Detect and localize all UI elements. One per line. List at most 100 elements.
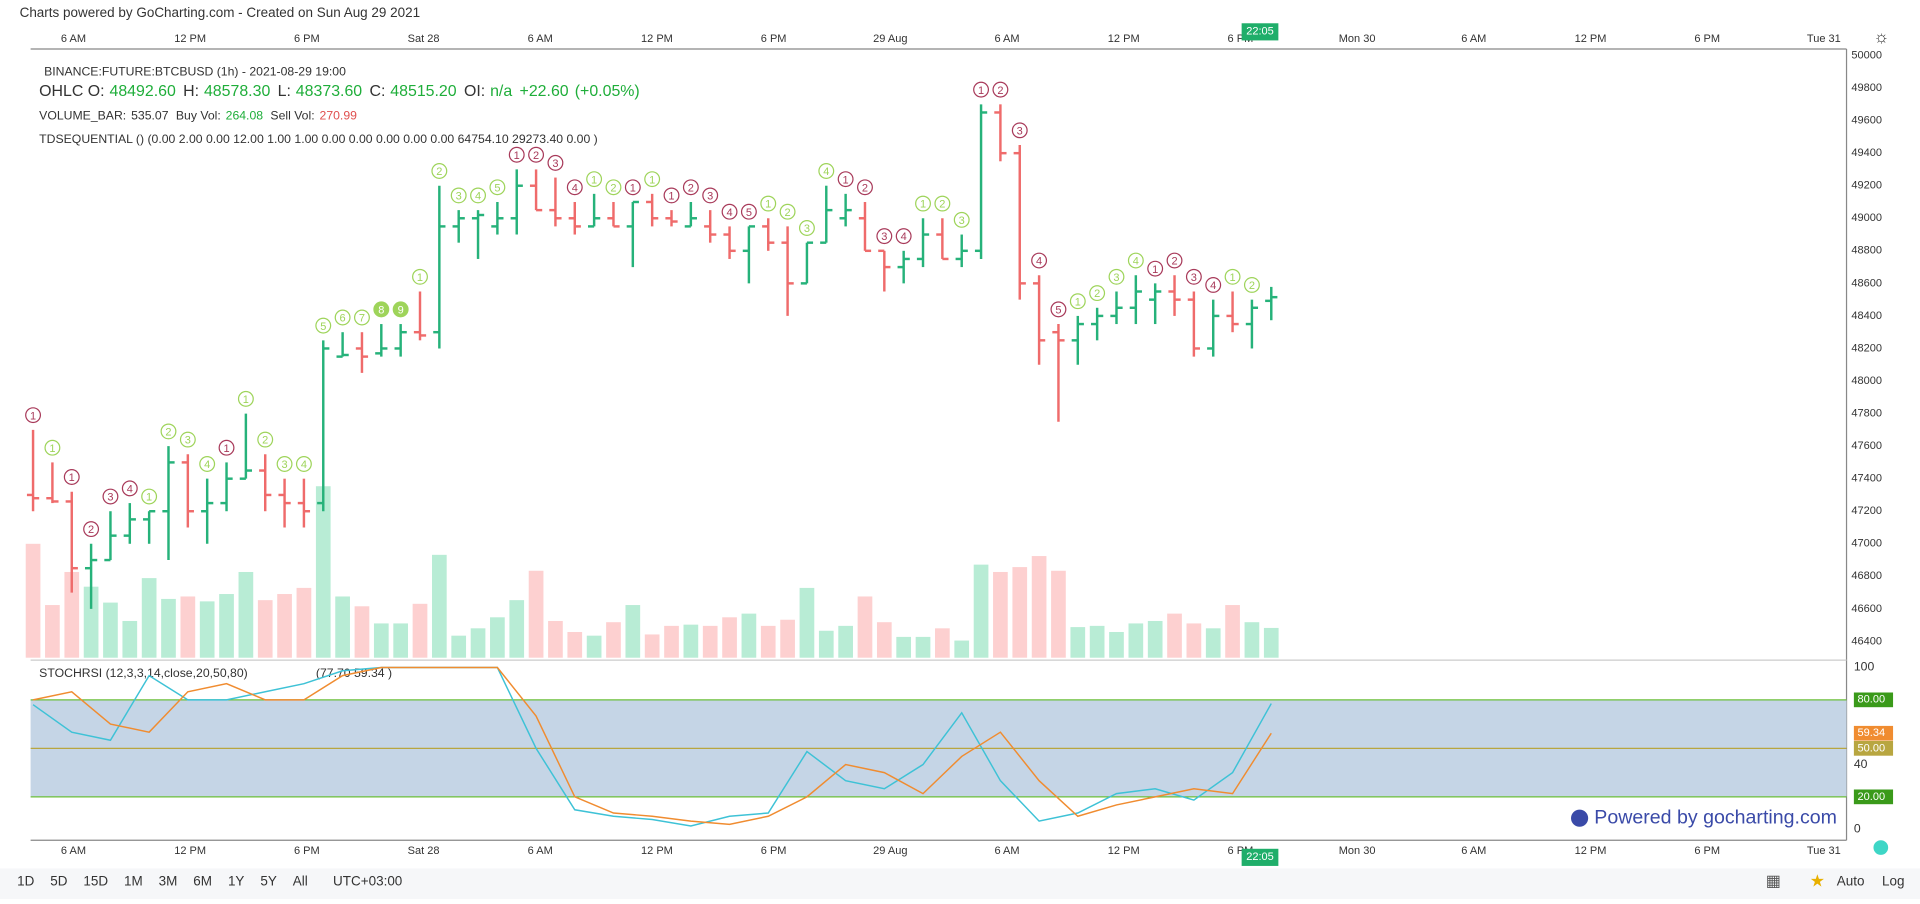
td-circle xyxy=(257,431,274,448)
volume-bar xyxy=(1263,627,1279,658)
volume-bar xyxy=(857,596,873,658)
scale-toggle[interactable]: Auto xyxy=(1837,873,1865,888)
range-button[interactable]: 3M xyxy=(159,873,178,888)
td-circle xyxy=(586,171,603,188)
td-count: 2 xyxy=(1171,256,1177,268)
volume-bar xyxy=(1012,567,1028,658)
price-tick-label: 48000 xyxy=(1851,375,1882,387)
volume-bar xyxy=(103,602,118,658)
price-tick-label: 49800 xyxy=(1851,82,1882,94)
td-count: 4 xyxy=(572,182,578,194)
td-circle xyxy=(1224,268,1241,285)
td-count: 2 xyxy=(688,182,694,194)
price-tick-label: 46600 xyxy=(1851,603,1882,615)
td-circle xyxy=(547,154,564,171)
volume-bar xyxy=(470,628,486,658)
td-count: 1 xyxy=(1230,272,1236,284)
td-count: 5 xyxy=(746,207,752,219)
td-circle xyxy=(934,195,951,212)
volume-bar xyxy=(296,587,312,658)
stoch-legend: STOCHRSI (12,3,3,14,close,20,50,80) xyxy=(39,666,248,680)
settings-icon[interactable]: ☼ xyxy=(1873,26,1889,46)
powered-by[interactable]: Powered by gocharting.com xyxy=(1594,806,1837,828)
range-button[interactable]: 5Y xyxy=(260,873,276,888)
td-count: 4 xyxy=(1210,280,1216,292)
range-button[interactable]: 6M xyxy=(193,873,212,888)
td-circle xyxy=(199,456,216,472)
time-label-bottom: 6 PM xyxy=(1694,845,1720,857)
header-title: Charts powered by GoCharting.com - Creat… xyxy=(20,5,421,20)
legend-change: (+0.05%) xyxy=(575,83,640,100)
td-count: 1 xyxy=(591,174,597,186)
legend-value: n/a xyxy=(490,83,512,100)
td-count: 1 xyxy=(668,191,674,203)
price-tick-label: 48200 xyxy=(1851,342,1882,354)
td-circle xyxy=(1185,268,1202,285)
td-count: 4 xyxy=(823,166,829,178)
td-count: 2 xyxy=(88,524,94,536)
price-tick-label: 50000 xyxy=(1851,49,1882,61)
volume-bar xyxy=(1225,605,1240,658)
td-circle xyxy=(760,195,777,212)
volume-bar xyxy=(548,620,563,658)
td-circle xyxy=(818,163,835,179)
td-count: 1 xyxy=(1075,296,1081,308)
price-tick-label: 49400 xyxy=(1851,147,1882,159)
td-circle xyxy=(141,488,158,505)
td-count: 2 xyxy=(436,166,442,178)
time-label-top: Sat 28 xyxy=(408,33,440,45)
td-count: 9 xyxy=(398,304,404,316)
volume-bar xyxy=(625,605,641,658)
range-button[interactable]: 5D xyxy=(50,873,67,888)
td-count: 1 xyxy=(243,394,249,406)
volume-bar xyxy=(818,630,834,658)
range-button[interactable]: 1M xyxy=(124,873,143,888)
legend-label: L: xyxy=(278,83,291,100)
volume-bar xyxy=(973,564,989,658)
volume-bar xyxy=(315,486,331,658)
td-circle xyxy=(1205,276,1222,293)
price-tick-label: 48400 xyxy=(1851,310,1882,322)
volume-bar xyxy=(644,634,660,658)
range-button[interactable]: All xyxy=(293,873,308,888)
td-count: 2 xyxy=(997,85,1003,97)
range-button[interactable]: 1Y xyxy=(228,873,244,888)
volume-bar xyxy=(1167,613,1182,658)
td-circle xyxy=(179,431,196,448)
volume-bar xyxy=(490,617,505,658)
range-button[interactable]: 15D xyxy=(83,873,108,888)
time-label-bottom: Mon 30 xyxy=(1339,845,1376,857)
td-circle xyxy=(798,220,815,236)
td-circle xyxy=(1011,122,1028,139)
td-count: 2 xyxy=(939,199,945,211)
scale-toggle[interactable]: Log xyxy=(1882,873,1904,888)
time-label-top: 6 PM xyxy=(1694,33,1720,45)
td-count: 1 xyxy=(223,443,229,455)
td-count: 5 xyxy=(1055,304,1061,316)
time-label-top: 6 AM xyxy=(994,33,1019,45)
footer-bar xyxy=(0,868,1920,899)
d-badge xyxy=(1853,725,1894,741)
symbol: BINANCE:FUTURE:BTCBUSD (1h) - 2021-08-29… xyxy=(44,64,346,78)
timezone[interactable]: UTC+03:00 xyxy=(333,873,402,888)
volume-bar xyxy=(799,587,815,658)
td-circle xyxy=(624,179,641,196)
price-tick-label: 47400 xyxy=(1851,473,1882,485)
volume-bar xyxy=(373,623,389,658)
grid-icon[interactable]: ▦ xyxy=(1766,873,1781,890)
td-count: 3 xyxy=(959,215,965,227)
time-label-bottom: 6 PM xyxy=(761,845,787,857)
star-icon[interactable]: ★ xyxy=(1810,870,1825,890)
volume-bar xyxy=(432,554,447,658)
td-count: 6 xyxy=(340,313,346,325)
td-count: 4 xyxy=(726,207,732,219)
td-count: 4 xyxy=(301,459,307,471)
legend-value: 48515.20 xyxy=(390,83,456,100)
range-button[interactable]: 1D xyxy=(17,873,34,888)
td-circle xyxy=(83,521,100,538)
td-count: 1 xyxy=(649,174,655,186)
volume-bar xyxy=(741,613,757,658)
td-circle xyxy=(605,179,622,196)
td-circle xyxy=(373,301,390,318)
td-count: 1 xyxy=(978,85,984,97)
